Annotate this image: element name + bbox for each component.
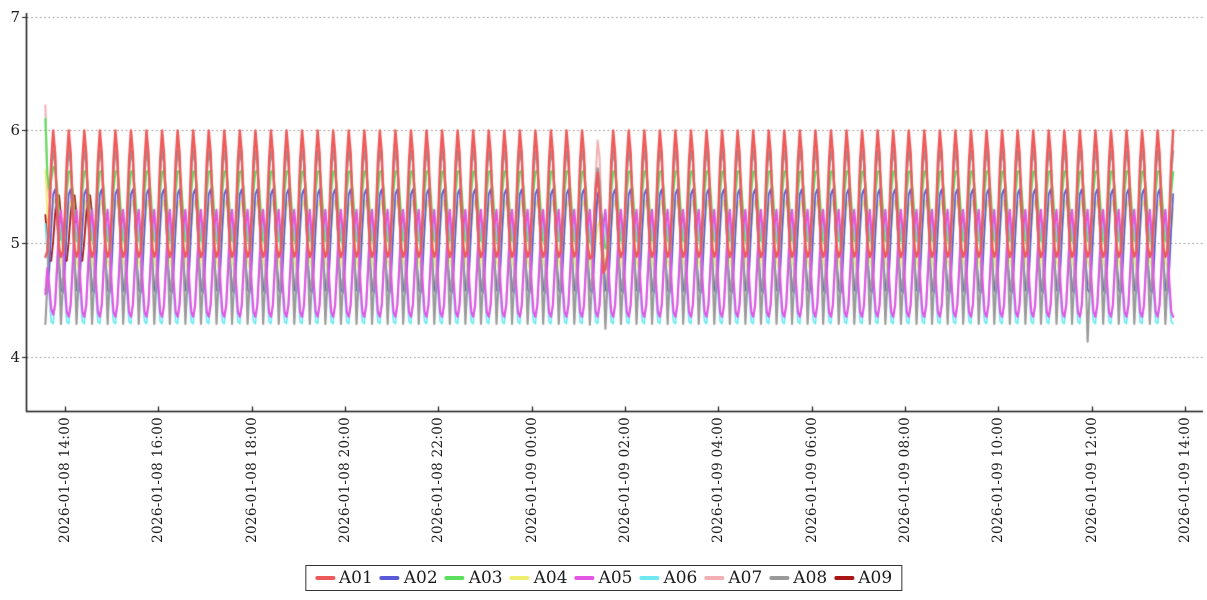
x-axis-tick-label: 2026-01-09 04:00	[710, 417, 727, 543]
legend-label: A02	[403, 568, 438, 588]
legend-item: A09	[834, 568, 892, 588]
legend-swatch-icon	[769, 576, 790, 580]
x-axis-tick-label: 2026-01-08 20:00	[337, 417, 353, 543]
legend-swatch-icon	[834, 576, 855, 580]
legend-item: A06	[639, 568, 697, 588]
x-axis-tick-label: 2026-01-09 00:00	[523, 417, 540, 543]
legend-label: A05	[598, 568, 633, 588]
legend-item: A02	[379, 568, 438, 588]
legend-item: A05	[574, 568, 633, 588]
legend-label: A01	[338, 568, 373, 588]
legend-label: A07	[728, 568, 763, 588]
legend-item: A07	[704, 568, 762, 588]
legend-swatch-icon	[639, 576, 660, 580]
legend-label: A03	[468, 568, 503, 588]
legend-item: A03	[444, 568, 503, 588]
legend-swatch-icon	[379, 576, 400, 580]
legend-label: A08	[793, 568, 828, 588]
legend-swatch-icon	[314, 576, 335, 580]
legend-label: A04	[533, 568, 568, 588]
legend-item: A08	[769, 568, 827, 588]
x-axis-tick-label: 2026-01-09 06:00	[803, 417, 820, 543]
legend-swatch-icon	[509, 576, 530, 580]
legend-item: A01	[314, 568, 373, 588]
legend-swatch-icon	[444, 576, 465, 580]
y-axis-tick-label: 7	[10, 8, 20, 26]
legend-swatch-icon	[704, 576, 725, 580]
legend-item: A04	[509, 568, 568, 588]
y-axis-tick-label: 6	[10, 121, 20, 140]
x-axis-tick-label: 2026-01-09 14:00	[1177, 417, 1193, 543]
x-axis-tick-label: 2026-01-09 02:00	[617, 417, 633, 543]
x-axis-tick-label: 2026-01-08 16:00	[150, 417, 167, 543]
legend-swatch-icon	[574, 576, 595, 580]
y-axis-tick-label: 4	[10, 347, 20, 366]
legend-label: A06	[663, 568, 698, 588]
x-axis-tick-label: 2026-01-08 18:00	[243, 417, 260, 543]
x-axis-tick-label: 2026-01-09 08:00	[897, 417, 913, 543]
x-axis-tick-label: 2026-01-09 10:00	[990, 417, 1007, 543]
y-axis-tick-label: 5	[10, 234, 20, 253]
x-axis-tick-label: 2026-01-08 22:00	[430, 417, 447, 543]
x-axis-tick-label: 2026-01-08 14:00	[57, 417, 73, 543]
x-axis-tick-label: 2026-01-09 12:00	[1083, 417, 1100, 543]
legend: A01 A02 A03 A04 A05 A06 A07 A08 A09	[304, 565, 903, 591]
legend-label: A09	[858, 568, 893, 588]
